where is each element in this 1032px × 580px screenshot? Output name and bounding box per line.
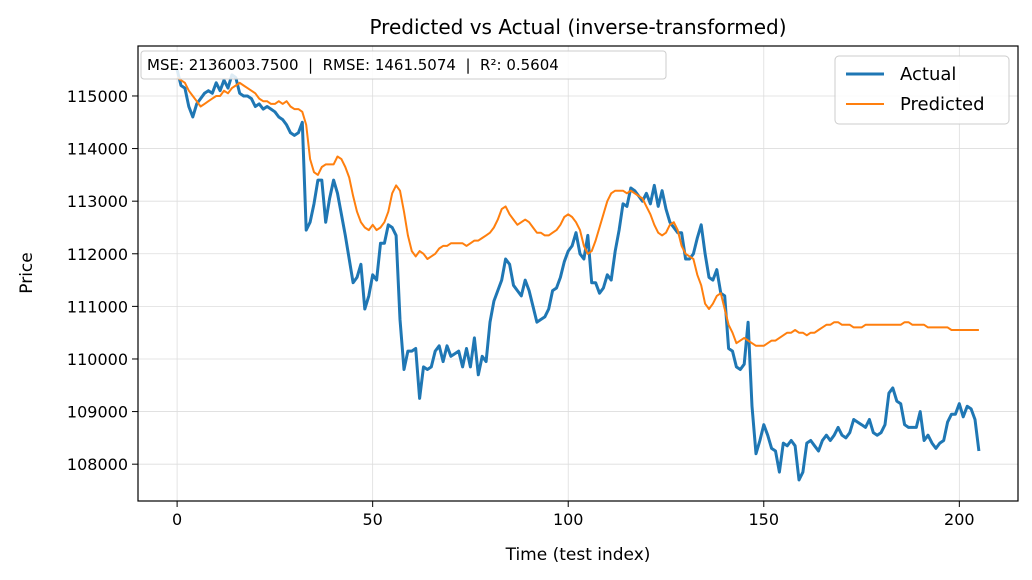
x-tick-label: 50 bbox=[362, 510, 382, 529]
series-layer bbox=[175, 69, 981, 482]
metrics-text: MSE: 2136003.7500 | RMSE: 1461.5074 | R²… bbox=[147, 56, 559, 74]
legend-label-actual: Actual bbox=[900, 64, 956, 85]
metrics-box-background bbox=[140, 50, 667, 80]
y-tick-label: 108000 bbox=[67, 455, 128, 474]
y-tick-label: 109000 bbox=[67, 403, 128, 422]
plot-frame bbox=[137, 45, 1019, 502]
x-tick-label: 0 bbox=[172, 510, 182, 529]
chart-title: Predicted vs Actual (inverse-transformed… bbox=[369, 15, 786, 39]
axis-ticks: 0 50 100 150 200 108000 109000 110000 111000 1120… bbox=[67, 87, 975, 529]
x-axis-label: Time (test index) bbox=[505, 545, 651, 565]
y-tick-label: 111000 bbox=[67, 297, 128, 316]
y-tick-label: 113000 bbox=[67, 192, 128, 211]
grid bbox=[138, 46, 1018, 501]
x-tick-label: 150 bbox=[749, 510, 780, 529]
series-line-predicted bbox=[176, 76, 979, 347]
legend: Actual Predicted bbox=[834, 55, 1010, 125]
y-tick-label: 114000 bbox=[67, 140, 128, 159]
y-tick-label: 115000 bbox=[67, 87, 128, 106]
x-tick-label: 200 bbox=[944, 510, 975, 529]
legend-label-predicted: Predicted bbox=[900, 94, 985, 115]
y-tick-label: 112000 bbox=[67, 245, 128, 264]
metrics-box: MSE: 2136003.7500 | RMSE: 1461.5074 | R²… bbox=[140, 50, 667, 80]
y-axis-label: Price bbox=[17, 252, 37, 293]
y-tick-label: 110000 bbox=[67, 350, 128, 369]
series-line-actual bbox=[175, 69, 981, 482]
x-tick-label: 100 bbox=[553, 510, 584, 529]
